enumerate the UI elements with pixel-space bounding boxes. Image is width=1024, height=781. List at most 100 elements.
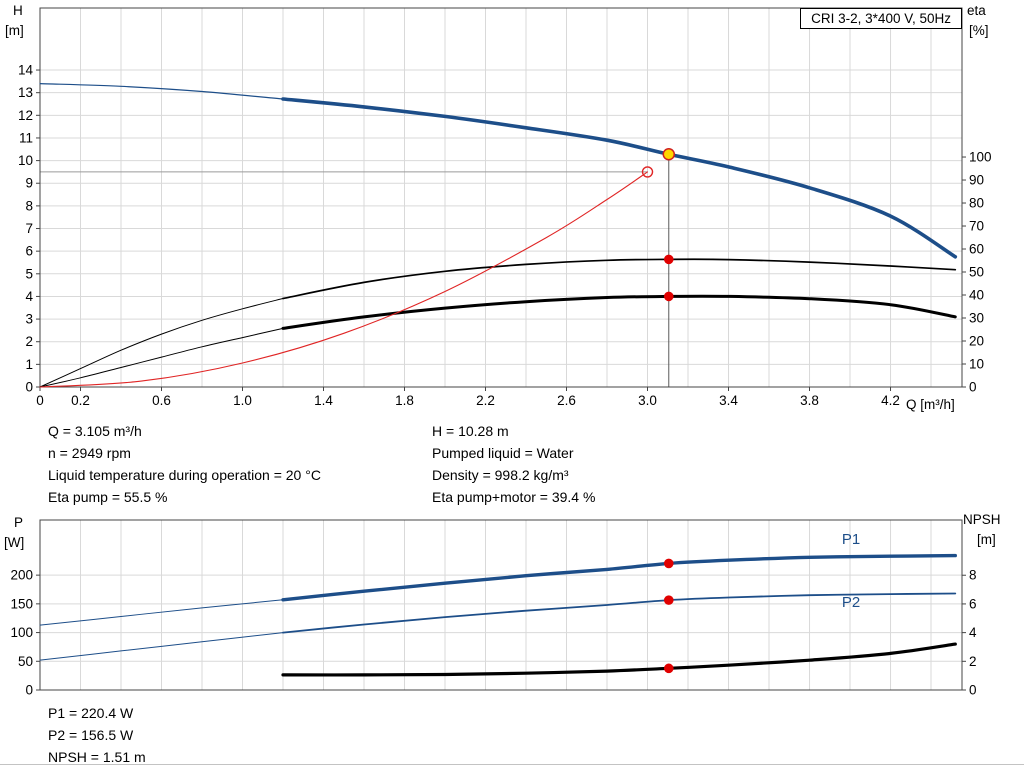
flow-value: Q = 3.105 m³/h — [48, 423, 142, 439]
p1-point — [663, 558, 674, 569]
svg-text:13: 13 — [18, 85, 33, 100]
svg-text:2: 2 — [969, 654, 977, 669]
p-axis-unit: [W] — [4, 535, 25, 550]
density-value: Density = 998.2 kg/m³ — [432, 467, 569, 483]
svg-text:0: 0 — [969, 683, 977, 698]
requested-duty-point — [641, 166, 654, 178]
p2-curve-lead — [39, 632, 284, 661]
eta-axis-title: eta — [967, 3, 986, 18]
p1-value: P1 = 220.4 W — [48, 705, 134, 721]
svg-text:3.4: 3.4 — [719, 393, 738, 408]
npsh-value: NPSH = 1.51 m — [48, 749, 146, 765]
npsh-point — [663, 663, 674, 674]
svg-text:7: 7 — [25, 221, 33, 236]
svg-text:80: 80 — [969, 196, 984, 211]
svg-text:2.2: 2.2 — [476, 393, 495, 408]
svg-text:11: 11 — [19, 130, 33, 145]
svg-text:4.2: 4.2 — [881, 393, 900, 408]
pumped-liquid-value: Pumped liquid = Water — [432, 445, 574, 461]
svg-text:8: 8 — [969, 568, 977, 583]
operating-point — [662, 148, 676, 161]
liquid-temp-value: Liquid temperature during operation = 20… — [48, 467, 321, 483]
eta-pump-motor-curve-lead — [39, 327, 284, 388]
svg-text:3.0: 3.0 — [638, 393, 657, 408]
p1-curve — [281, 553, 957, 602]
operating-info-right-column: H = 10.28 m Pumped liquid = Water Densit… — [432, 420, 595, 508]
p2-value: P2 = 156.5 W — [48, 727, 134, 743]
svg-text:4: 4 — [25, 289, 33, 304]
p-axis-title: P — [14, 515, 24, 530]
p2-point — [663, 595, 674, 605]
system-curve — [39, 171, 649, 388]
tick-marks — [36, 69, 966, 391]
svg-text:1: 1 — [25, 357, 33, 372]
eta-pump-point — [663, 254, 674, 265]
power-npsh-chart: 0 50 100 150 200 0 2 4 6 8 P1 P2 — [10, 519, 977, 698]
svg-text:100: 100 — [10, 625, 33, 640]
plot-frame — [39, 519, 963, 691]
qh-curve — [281, 97, 958, 259]
speed-value: n = 2949 rpm — [48, 445, 131, 461]
bottom-divider — [0, 764, 1024, 765]
svg-text:10: 10 — [18, 153, 33, 168]
svg-text:70: 70 — [969, 219, 984, 234]
svg-text:30: 30 — [969, 311, 984, 326]
svg-text:3: 3 — [25, 312, 33, 327]
operating-info-left-column: Q = 3.105 m³/h n = 2949 rpm Liquid tempe… — [48, 420, 321, 508]
eta-pump-motor-curve — [281, 294, 957, 330]
q-axis-title: Q [m³/h] — [906, 397, 955, 412]
eta-pump-motor-value: Eta pump+motor = 39.4 % — [432, 489, 596, 505]
svg-text:8: 8 — [25, 198, 33, 213]
grid — [40, 8, 962, 387]
npsh-axis-title: NPSH — [963, 512, 1001, 527]
svg-text:0: 0 — [25, 380, 33, 395]
grid — [40, 520, 962, 690]
svg-text:3.8: 3.8 — [800, 393, 819, 408]
pump-title: CRI 3-2, 3*400 V, 50Hz — [811, 11, 951, 26]
npsh-axis-unit: [m] — [977, 532, 996, 547]
h-axis-unit: [m] — [5, 23, 24, 38]
svg-text:150: 150 — [10, 596, 33, 611]
p1-series-label: P1 — [842, 531, 860, 548]
h-axis-title: H — [13, 3, 23, 18]
p2-curve — [282, 592, 957, 634]
svg-text:0: 0 — [25, 683, 33, 698]
tick-labels: 0 50 100 150 200 0 2 4 6 8 — [10, 568, 977, 698]
svg-text:6: 6 — [969, 596, 977, 611]
plot-frame — [39, 7, 963, 388]
svg-text:2.6: 2.6 — [557, 393, 576, 408]
qh-eta-chart: 0 0.2 0.6 1.0 1.4 1.8 2.2 2.6 3.0 3.4 3.8 4.2012345… — [18, 7, 992, 408]
svg-text:20: 20 — [969, 334, 984, 349]
svg-text:1.0: 1.0 — [233, 393, 252, 408]
svg-text:1.8: 1.8 — [395, 393, 414, 408]
head-value: H = 10.28 m — [432, 423, 509, 439]
svg-text:40: 40 — [969, 288, 984, 303]
svg-text:5: 5 — [25, 266, 33, 281]
eta-pump-value: Eta pump = 55.5 % — [48, 489, 168, 505]
svg-text:10: 10 — [969, 357, 984, 372]
svg-text:50: 50 — [969, 265, 984, 280]
svg-text:0.6: 0.6 — [152, 393, 171, 408]
pump-title-box: CRI 3-2, 3*400 V, 50Hz — [800, 8, 962, 29]
svg-text:50: 50 — [18, 654, 33, 669]
tick-labels: 0 0.2 0.6 1.0 1.4 1.8 2.2 2.6 3.0 3.4 3.8 4.2012345… — [18, 63, 992, 408]
svg-text:9: 9 — [25, 176, 33, 191]
power-info-block: P1 = 220.4 W P2 = 156.5 W NPSH = 1.51 m — [48, 702, 146, 768]
tick-marks — [36, 574, 966, 691]
svg-text:60: 60 — [969, 242, 984, 257]
p2-series-label: P2 — [842, 594, 860, 611]
svg-text:1.4: 1.4 — [314, 393, 333, 408]
npsh-curve — [281, 642, 957, 677]
svg-text:14: 14 — [18, 63, 34, 78]
svg-text:200: 200 — [10, 568, 33, 583]
svg-text:0.2: 0.2 — [71, 393, 90, 408]
svg-text:4: 4 — [969, 625, 977, 640]
svg-text:0: 0 — [36, 393, 44, 408]
svg-text:2: 2 — [25, 334, 33, 349]
qh-curve-lead — [39, 83, 284, 100]
svg-text:12: 12 — [18, 108, 33, 123]
svg-text:90: 90 — [969, 173, 984, 188]
eta-pump-curve-lead — [39, 298, 284, 388]
